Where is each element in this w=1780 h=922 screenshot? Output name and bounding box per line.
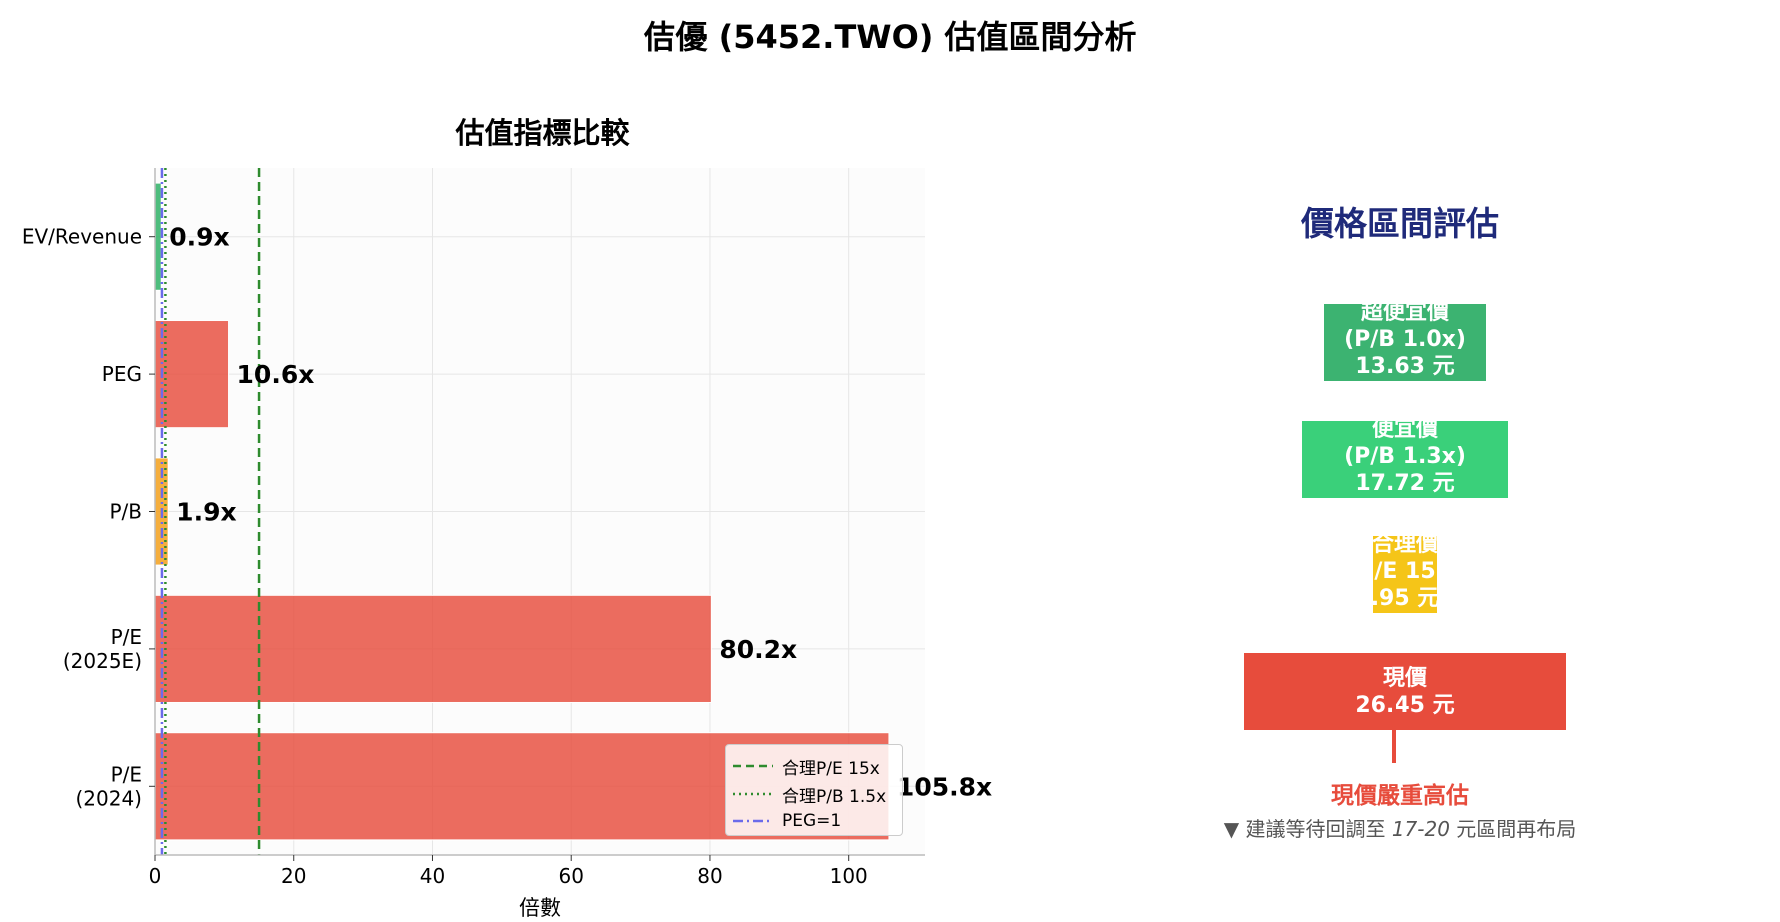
x-axis-label: 倍數 [519,896,561,920]
tier-price: 17.72 元 [1355,471,1455,496]
advice-range: 17-20 [1391,817,1450,841]
tier-fair: 合理價 /E 15 .95 元 [1371,534,1439,615]
advice-prefix: ▼ 建議等待回調至 [1223,817,1392,841]
current-price-pointer [1392,693,1396,763]
bar-value-label: 105.8x [897,772,992,801]
y-tick-label-line: P/E [111,762,142,786]
y-tick-label-line: P/E [111,625,142,649]
bar-value-label: 1.9x [176,498,236,527]
legend-item-pb: 合理P/B 1.5x [733,782,887,807]
tier-cheap: 便宜價 (P/B 1.3x) 17.72 元 [1300,419,1510,500]
valuation-verdict: 現價嚴重高估 [1331,783,1469,809]
price-range-title: 價格區間評估 [1301,204,1499,243]
tier-price: 13.63 元 [1355,354,1455,379]
chart-legend: 合理P/E 15x 合理P/B 1.5x PEG=1 [725,744,903,836]
y-tick-label: P/B [109,500,142,524]
bar [154,182,162,291]
x-tick-label: 100 [830,864,868,888]
legend-label: 合理P/B 1.5x [782,786,887,807]
x-tick-label: 0 [149,864,162,888]
y-tick-label: P/E (2024) [75,762,142,810]
tier-multiple: /E 15 [1374,559,1436,584]
tier-multiple: (P/B 1.3x) [1344,444,1466,469]
tier-price: 26.45 元 [1355,692,1455,718]
legend-label: 合理P/E 15x [782,758,880,779]
tier-label: 現價 [1382,665,1427,691]
bar-chart: 0.9x 10.6x 1.9x 80.2x 105.8x 0 20 40 60 80 100 倍數 EV… [22,168,992,920]
y-tick-label-line: EV/Revenue [22,225,142,249]
legend-item-peg: PEG=1 [733,809,841,833]
figure-title: 佶優 (5452.TWO) 估值區間分析 [643,18,1137,56]
y-tick-label-line: PEG [102,362,142,386]
dotted-line-icon [733,792,773,796]
chart-title: 估值指標比較 [455,116,630,150]
tier-price: .95 元 [1371,586,1439,611]
legend-label: PEG=1 [782,811,842,831]
tier-label: 超便宜價 [1360,302,1449,325]
tier-label: 合理價 [1372,534,1439,557]
x-tick-label: 20 [281,864,306,888]
y-tick-label-line: (2024) [75,786,142,810]
y-tick-label: P/E (2025E) [63,625,142,673]
bar [154,594,712,703]
dashed-line-icon [733,764,773,768]
advice-suffix: 元區間再布局 [1449,817,1577,841]
legend-item-pe: 合理P/E 15x [733,754,880,779]
bar-value-label: 80.2x [719,635,797,664]
bar [154,320,230,429]
bar-value-label: 10.6x [237,360,315,389]
x-tick-label: 80 [697,864,722,888]
y-tick-label: EV/Revenue [22,225,142,249]
tier-multiple: (P/B 1.0x) [1344,327,1466,352]
y-tick-label: PEG [102,362,142,386]
y-tick-label-line: P/B [109,500,142,524]
x-tick-label: 40 [420,864,445,888]
dashdot-line-icon [733,819,773,823]
tier-label: 便宜價 [1371,419,1438,442]
tier-super-cheap: 超便宜價 (P/B 1.0x) 13.63 元 [1322,302,1488,383]
advice-text: ▼ 建議等待回調至 17-20 元區間再布局 [1100,813,1700,842]
bar-value-label: 0.9x [169,223,229,252]
y-tick-label-line: (2025E) [63,649,142,673]
x-tick-label: 60 [558,864,583,888]
tier-current: 現價 26.45 元 [1242,651,1568,732]
